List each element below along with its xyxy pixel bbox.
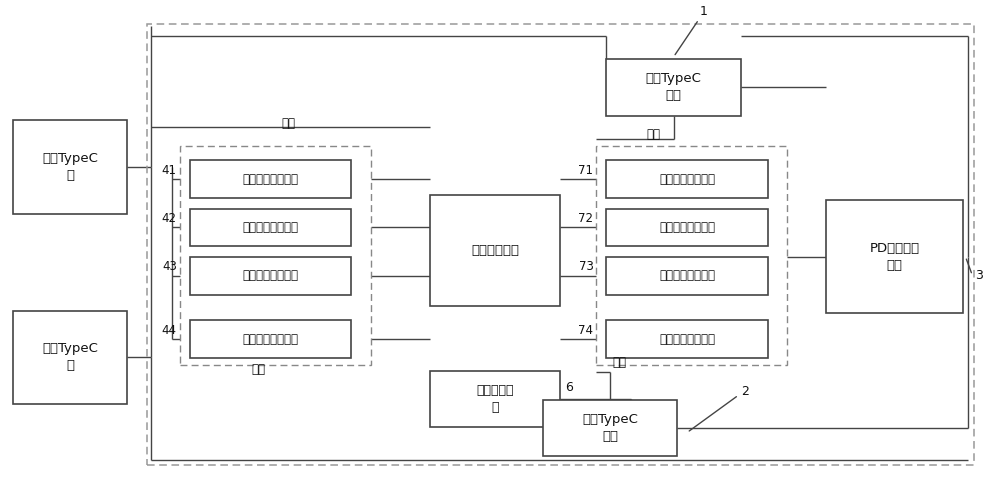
Text: 2: 2 [741,385,749,398]
Bar [430,195,560,306]
Text: 第一TypeC
母座: 第一TypeC 母座 [646,72,701,102]
Text: 第二TypeC
源: 第二TypeC 源 [42,343,98,372]
Bar [606,320,768,358]
Bar [606,257,768,295]
Bar [596,146,787,364]
Text: 第三放电控制单元: 第三放电控制单元 [659,269,715,282]
Bar [190,257,351,295]
Bar [13,311,127,405]
Text: 41: 41 [162,164,177,177]
Text: 第三充电控制单元: 第三充电控制单元 [242,269,298,282]
Text: 变压控制模块: 变压控制模块 [471,244,519,257]
Bar [606,209,768,246]
Bar [826,200,963,313]
Bar [430,371,560,427]
Text: 第四充电控制单元: 第四充电控制单元 [242,333,298,346]
Bar [13,120,127,214]
Text: 1: 1 [700,5,708,18]
Text: 第四放电控制单元: 第四放电控制单元 [659,333,715,346]
Text: 42: 42 [162,212,177,225]
Text: 第二充电控制单元: 第二充电控制单元 [242,221,298,234]
Text: 6: 6 [565,381,573,394]
Text: 放电: 放电 [613,356,627,369]
Text: 第一TypeC
源: 第一TypeC 源 [42,152,98,182]
Text: 充电: 充电 [282,117,296,130]
Bar [190,160,351,198]
Text: 44: 44 [162,324,177,337]
Text: 系统电源模
块: 系统电源模 块 [476,384,514,414]
Text: 第一充电控制单元: 第一充电控制单元 [242,172,298,186]
Text: 73: 73 [579,261,593,274]
Text: 第一放电控制单元: 第一放电控制单元 [659,172,715,186]
Text: 第二放电控制单元: 第二放电控制单元 [659,221,715,234]
Bar [606,60,741,116]
Bar [190,209,351,246]
Text: 43: 43 [162,261,177,274]
Bar [606,160,768,198]
Text: 放电: 放电 [647,129,661,142]
Text: 72: 72 [578,212,593,225]
Bar [147,24,974,466]
Text: 3: 3 [975,269,983,282]
Text: 74: 74 [578,324,593,337]
Bar [190,320,351,358]
Text: PD协议控制
模块: PD协议控制 模块 [870,241,920,272]
Bar [180,146,371,364]
Text: 71: 71 [578,164,593,177]
Text: 充电: 充电 [252,363,266,376]
Text: 第二TypeC
母座: 第二TypeC 母座 [582,413,638,443]
Bar [543,400,677,456]
